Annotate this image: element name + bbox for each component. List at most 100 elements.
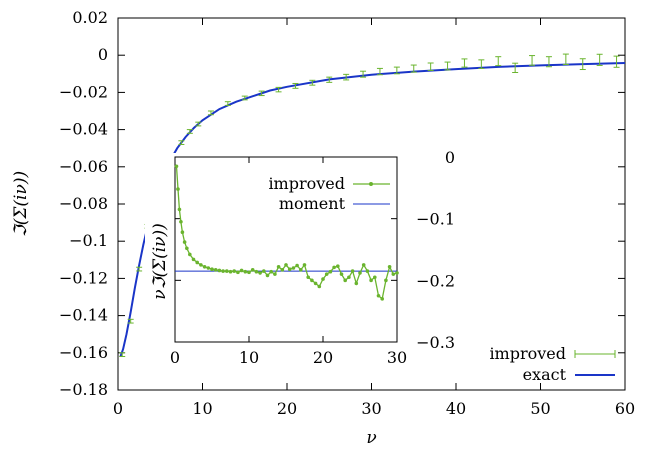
inset-point xyxy=(185,246,189,251)
inset-point xyxy=(273,272,277,276)
inset-point xyxy=(236,270,240,275)
inset-point xyxy=(258,271,262,275)
inset-point xyxy=(336,264,340,268)
inset-point xyxy=(179,219,183,224)
errorbar-point xyxy=(410,64,417,73)
inset-point xyxy=(291,266,296,270)
inset-point xyxy=(302,263,307,267)
y-tick-label: −0.12 xyxy=(59,268,108,287)
errorbar-point xyxy=(343,73,350,81)
inset-point xyxy=(199,263,203,267)
inset-point xyxy=(313,281,318,286)
y-tick-label: −0.08 xyxy=(59,194,108,213)
errorbar-point xyxy=(224,101,231,106)
main-legend: improved exact xyxy=(489,344,616,384)
inset-point xyxy=(228,269,233,274)
errorbar-point xyxy=(579,58,586,71)
inset-point xyxy=(254,269,259,274)
errorbar-point xyxy=(136,266,143,272)
x-tick-label: 30 xyxy=(361,399,381,418)
errorbar-point xyxy=(207,110,214,116)
errorbar-point xyxy=(495,56,502,67)
inset-point xyxy=(295,263,299,268)
inset-legend-label-moment: moment xyxy=(279,194,346,213)
inset-point xyxy=(343,278,348,283)
inset-point xyxy=(332,265,336,270)
inset-point xyxy=(380,297,385,301)
errorbar-point xyxy=(461,58,468,68)
errorbar-point xyxy=(241,95,248,101)
inset-axes: 0 −0.1 −0.2 −0.3 0 10 20 30 νℑ(Σ(iν)) xyxy=(150,148,455,367)
errorbar-point xyxy=(393,66,400,75)
inset-point xyxy=(195,260,199,265)
inset-point xyxy=(213,268,218,272)
inset-point xyxy=(361,263,366,267)
inset-y-tick-label: −0.3 xyxy=(416,333,455,352)
errorbar-point xyxy=(545,56,552,68)
inset-point xyxy=(321,277,325,281)
inset-point xyxy=(243,269,248,274)
inset-point xyxy=(280,268,285,272)
errorbar-point xyxy=(309,79,316,86)
inset-frame xyxy=(174,156,398,343)
inset-point xyxy=(306,275,311,280)
errorbar-point xyxy=(119,352,126,358)
inset-point xyxy=(358,271,362,275)
inset-point xyxy=(369,278,373,283)
inset-point xyxy=(317,284,322,289)
inset-point xyxy=(373,275,377,280)
errorbar-point xyxy=(178,140,185,145)
x-tick-label: 40 xyxy=(446,399,466,418)
inset-point xyxy=(225,269,229,273)
errorbar-point xyxy=(427,62,434,71)
inset-point xyxy=(324,272,329,276)
inset-point xyxy=(310,278,314,283)
inset-point xyxy=(262,269,266,273)
inset-point xyxy=(191,257,196,262)
errorbar-point xyxy=(376,67,383,76)
inset-point xyxy=(174,164,179,169)
x-tick-label: 50 xyxy=(530,399,550,418)
y-tick-label: −0.04 xyxy=(59,120,108,139)
inset-point xyxy=(239,268,244,273)
inset-x-tick-label: 10 xyxy=(239,348,259,367)
main-data xyxy=(119,53,626,358)
inset-point xyxy=(221,269,225,273)
errorbar-point xyxy=(562,53,569,65)
inset-point xyxy=(365,269,370,273)
inset-point xyxy=(299,268,303,272)
y-tick-label: −0.1 xyxy=(69,231,108,250)
inset-point xyxy=(250,268,255,272)
y-tick-label: 0.02 xyxy=(72,8,108,27)
inset-legend-label-improved: improved xyxy=(268,174,345,193)
inset-point xyxy=(176,187,180,191)
errorbar-point xyxy=(444,61,451,71)
inset-x-tick-label: 0 xyxy=(170,348,180,367)
inset-point xyxy=(276,264,281,269)
inset-y-tick-label: −0.2 xyxy=(416,271,455,290)
y-tick-label: −0.14 xyxy=(59,306,108,325)
inset-point xyxy=(284,263,288,267)
errorbar-point xyxy=(195,121,202,127)
inset-y-tick-label: 0 xyxy=(445,148,455,167)
legend-label-exact: exact xyxy=(523,365,567,384)
inset-point xyxy=(347,275,351,280)
y-tick-label: −0.02 xyxy=(59,82,108,101)
inset-point xyxy=(376,293,381,298)
inset-point xyxy=(265,273,270,278)
errorbar-point xyxy=(275,86,282,93)
errorbar-point xyxy=(360,70,367,78)
legend-label-improved: improved xyxy=(489,344,566,363)
inset-point xyxy=(232,269,236,273)
inset-point xyxy=(328,269,333,274)
errorbar-point xyxy=(529,55,536,66)
series-line-improved-inset xyxy=(175,166,398,300)
inset-point xyxy=(384,278,388,283)
inset-point xyxy=(177,207,182,212)
errorbar-point xyxy=(326,76,333,83)
inset-point xyxy=(395,271,399,275)
y-tick-label: −0.18 xyxy=(59,380,108,399)
inset-point xyxy=(188,252,192,257)
